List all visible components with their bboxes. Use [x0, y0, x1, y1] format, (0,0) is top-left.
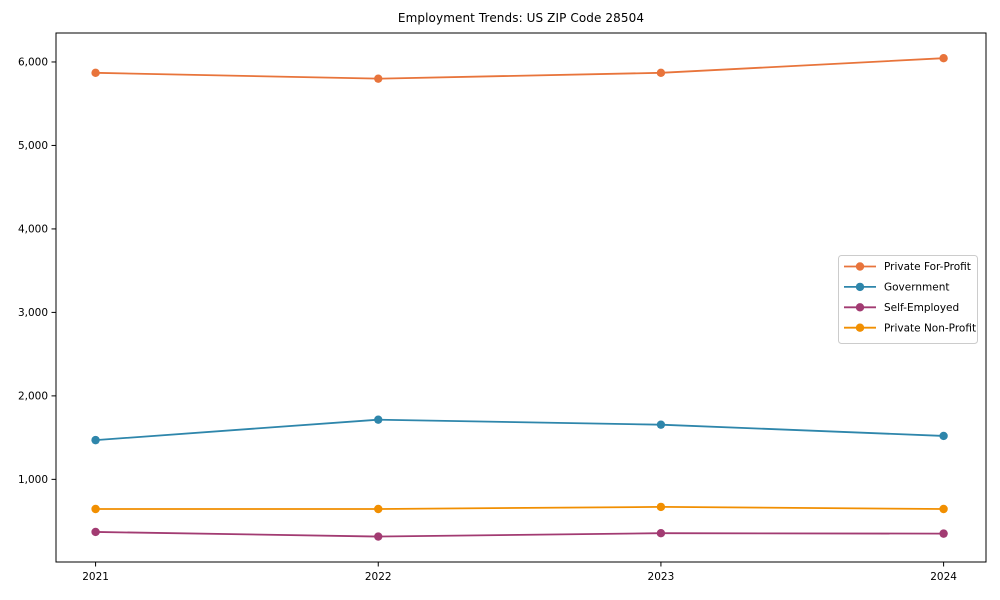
- data-point-self-employed-2022: [374, 532, 383, 541]
- y-tick-label: 1,000: [18, 474, 48, 486]
- data-point-private-non-profit-2021: [91, 504, 100, 514]
- data-point-private-non-profit-2023: [656, 502, 666, 512]
- data-point-self-employed-2021: [91, 527, 100, 537]
- y-tick-label: 6,000: [18, 57, 48, 69]
- series-private-non-profit: [91, 502, 948, 514]
- legend-item-government: Government: [844, 282, 949, 294]
- data-point-self-employed-2023: [656, 529, 666, 538]
- legend: Private For-Profit Government Self-Employe…: [838, 255, 978, 344]
- legend-marker-icon: [855, 323, 865, 332]
- plot-border: [55, 32, 987, 563]
- legend-label: Self-Employed: [884, 302, 959, 314]
- legend-label: Private For-Profit: [884, 261, 971, 273]
- series-government: [91, 415, 948, 445]
- x-tick-label: 2024: [930, 571, 957, 583]
- y-tick-label: 4,000: [18, 224, 48, 236]
- data-point-government-2021: [91, 435, 100, 445]
- series-line-self-employed: [95, 531, 944, 538]
- legend-label: Private Non-Profit: [884, 322, 976, 334]
- legend-marker-icon: [855, 303, 865, 312]
- legend-label: Government: [884, 282, 949, 294]
- series-private-for-profit: [91, 54, 948, 83]
- chart-title: Employment Trends: US ZIP Code 28504: [397, 11, 645, 25]
- legend-frame: [838, 255, 978, 344]
- y-axis: 1,000 2,000 3,000 4,000 5,000 6,000: [18, 57, 56, 486]
- data-point-government-2024: [939, 431, 948, 441]
- x-tick-label: 2023: [648, 571, 675, 583]
- legend-item-private-non-profit: Private Non-Profit: [844, 322, 976, 334]
- x-tick-label: 2022: [365, 571, 392, 583]
- data-point-government-2023: [656, 420, 666, 429]
- data-point-private-non-profit-2022: [374, 504, 383, 514]
- data-point-private-for-profit-2022: [374, 74, 383, 83]
- legend-item-private-for-profit: Private For-Profit: [844, 261, 971, 273]
- legend-item-self-employed: Self-Employed: [844, 302, 959, 314]
- data-point-private-for-profit-2021: [91, 68, 100, 78]
- data-point-private-non-profit-2024: [939, 504, 948, 514]
- data-point-private-for-profit-2024: [939, 54, 948, 63]
- data-point-government-2022: [374, 415, 383, 424]
- series-line-private-for-profit: [95, 57, 944, 80]
- legend-marker-icon: [855, 282, 865, 292]
- y-tick-label: 5,000: [18, 140, 48, 152]
- y-tick-label: 3,000: [18, 307, 48, 319]
- y-tick-label: 2,000: [18, 390, 48, 402]
- series-line-government: [95, 418, 944, 442]
- series-line-private-non-profit: [95, 506, 944, 510]
- x-axis: 2021 2022 2023 2024: [82, 562, 957, 583]
- data-point-self-employed-2024: [939, 529, 948, 538]
- legend-marker-icon: [855, 262, 865, 271]
- x-tick-label: 2021: [82, 571, 109, 583]
- data-point-private-for-profit-2023: [656, 68, 666, 78]
- series-self-employed: [91, 527, 948, 541]
